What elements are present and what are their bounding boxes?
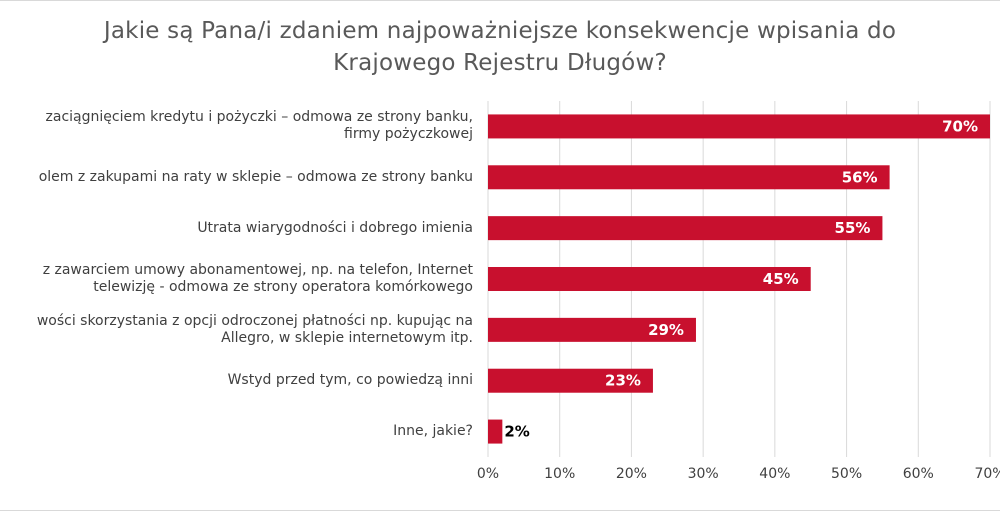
chart-title-line-1: Jakie są Pana/i zdaniem najpoważniejsze … [103, 18, 897, 44]
x-tick-label: 0% [477, 466, 499, 482]
category-label-line: wości skorzystania z opcji odroczonej pł… [36, 312, 473, 329]
category-label: wości skorzystania z opcji odroczonej pł… [37, 313, 473, 347]
bar [488, 317, 696, 342]
category-label-line: firmy pożyczkowej [344, 126, 473, 143]
bar [488, 368, 653, 393]
chart-title-line-2: Krajowego Rejestru Długów? [333, 50, 667, 76]
x-tick-label: 10% [544, 466, 575, 482]
x-tick-label: 40% [759, 466, 790, 482]
value-label: 56% [842, 168, 878, 186]
bar [488, 165, 890, 190]
category-label: olem z zakupami na raty w sklepie – odmo… [39, 169, 473, 186]
bar [488, 267, 811, 291]
category-label-line: olem z zakupami na raty w sklepie – odmo… [38, 168, 473, 185]
category-label-line: telewizję - odmowa ze strony operatora k… [93, 279, 473, 295]
value-label: 23% [605, 372, 641, 390]
category-label: z zawarciem umowy abonamentowej, np. na … [43, 262, 473, 296]
x-tick-label: 20% [616, 466, 647, 482]
category-label-line: zaciągnięciem kredytu i pożyczki – odmow… [45, 109, 473, 126]
category-label: Wstyd przed tym, co powiedzą inni [228, 372, 473, 389]
value-label: 2% [504, 423, 529, 441]
value-label: 70% [942, 117, 978, 135]
value-label: 45% [763, 270, 799, 288]
category-label: zaciągnięciem kredytu i pożyczki – odmow… [46, 109, 473, 143]
bar [488, 216, 883, 241]
category-label: Utrata wiarygodności i dobrego imienia [197, 220, 473, 237]
x-tick-label: 30% [688, 466, 719, 482]
x-tick-label: 60% [903, 466, 934, 482]
category-label-line: Wstyd przed tym, co powiedzą inni [227, 372, 473, 389]
category-label-line: z zawarciem umowy abonamentowej, np. na … [42, 262, 473, 278]
category-label: Inne, jakie? [393, 423, 473, 440]
bar [488, 114, 990, 139]
category-label-line: Allegro, w sklepie internetowym itp. [221, 329, 473, 346]
x-tick-label: 70% [974, 466, 1000, 482]
bar [488, 419, 503, 444]
x-tick-label: 50% [831, 466, 862, 482]
value-label: 55% [835, 219, 871, 237]
value-label: 29% [648, 321, 684, 339]
category-label-line: Utrata wiarygodności i dobrego imienia [197, 219, 473, 236]
category-label-line: Inne, jakie? [393, 423, 473, 440]
